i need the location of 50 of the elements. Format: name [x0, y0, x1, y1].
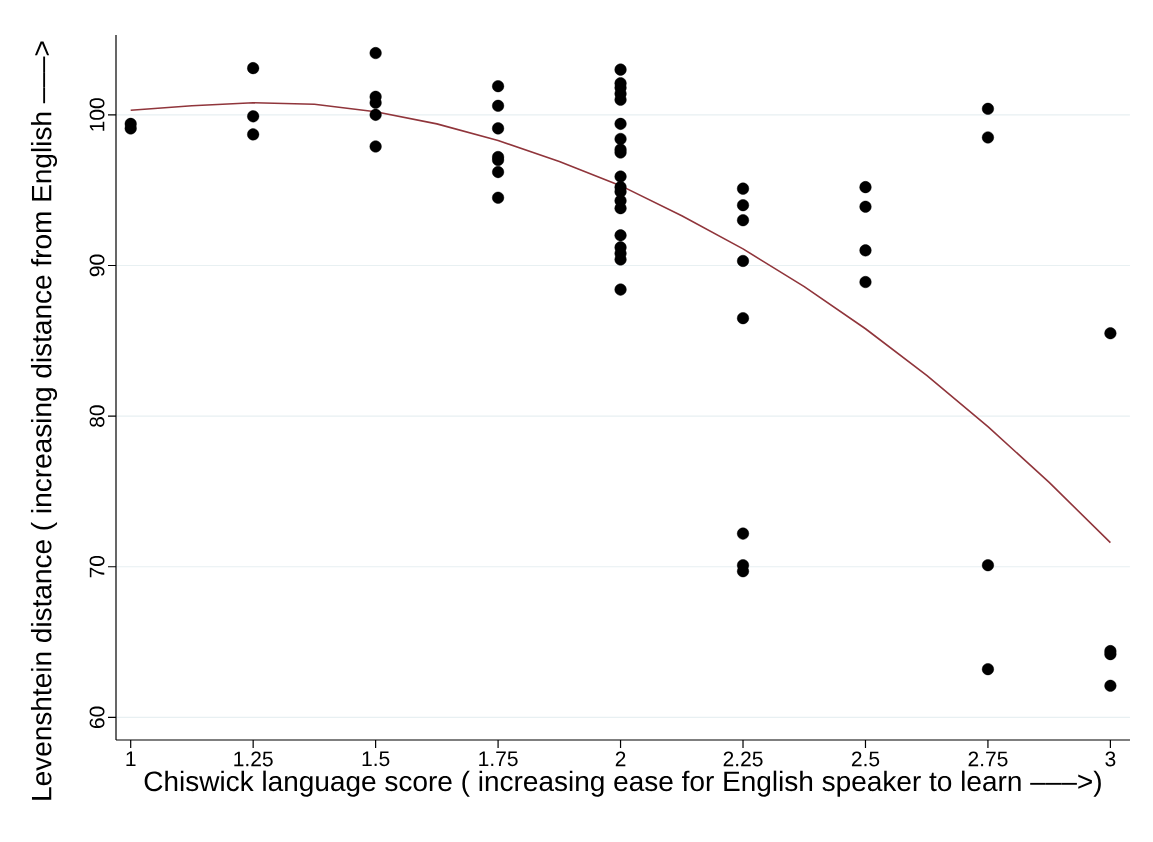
point: [614, 132, 627, 145]
point: [492, 191, 505, 204]
point: [614, 63, 627, 76]
x-axis-title: Chiswick language score ( increasing ease for English speaker to learn –––>): [144, 770, 1101, 797]
point: [981, 131, 994, 144]
point: [1104, 327, 1117, 340]
point: [981, 663, 994, 676]
point: [737, 527, 750, 540]
x-tick-label: 2: [615, 751, 626, 767]
y-tick-label: 100: [89, 98, 105, 131]
point: [247, 110, 260, 123]
point: [981, 559, 994, 572]
x-tick-label: 1: [126, 751, 136, 766]
y-tick-label: 70: [89, 555, 105, 578]
point: [737, 312, 750, 325]
point: [247, 128, 260, 141]
point: [614, 170, 627, 183]
x-tick-label: 2.25: [723, 751, 763, 767]
point: [492, 122, 505, 135]
point: [492, 99, 505, 112]
point: [859, 200, 872, 213]
point: [369, 47, 382, 60]
x-tick-label: 3: [1105, 751, 1116, 767]
point: [492, 166, 505, 179]
line-series: [129, 101, 1112, 544]
point: [614, 117, 627, 130]
point: [369, 108, 382, 121]
x-tick-label: 1.75: [479, 751, 518, 767]
point: [859, 181, 872, 194]
x-tick-label: 1.5: [362, 751, 390, 767]
y-axis-title: Levenshtein distance ( increasing distance from English –––>: [30, 41, 58, 800]
point: [859, 276, 872, 289]
x-tick-label: 1.25: [234, 751, 273, 767]
x-tick-label: 2.75: [968, 751, 1008, 767]
point: [737, 214, 750, 227]
point: [737, 199, 750, 212]
x-tick-label: 2.5: [851, 751, 880, 767]
point: [247, 62, 260, 75]
y-tick-label: 80: [89, 405, 105, 427]
point: [614, 229, 627, 242]
point: [859, 244, 872, 257]
y-tick-label: 90: [89, 254, 105, 277]
point: [614, 283, 627, 296]
point: [369, 140, 382, 153]
point: [737, 254, 750, 267]
point: [1104, 679, 1117, 692]
point: [737, 182, 750, 195]
point: [492, 80, 505, 93]
point: [981, 102, 994, 115]
y-tick-label: 60: [89, 706, 105, 729]
